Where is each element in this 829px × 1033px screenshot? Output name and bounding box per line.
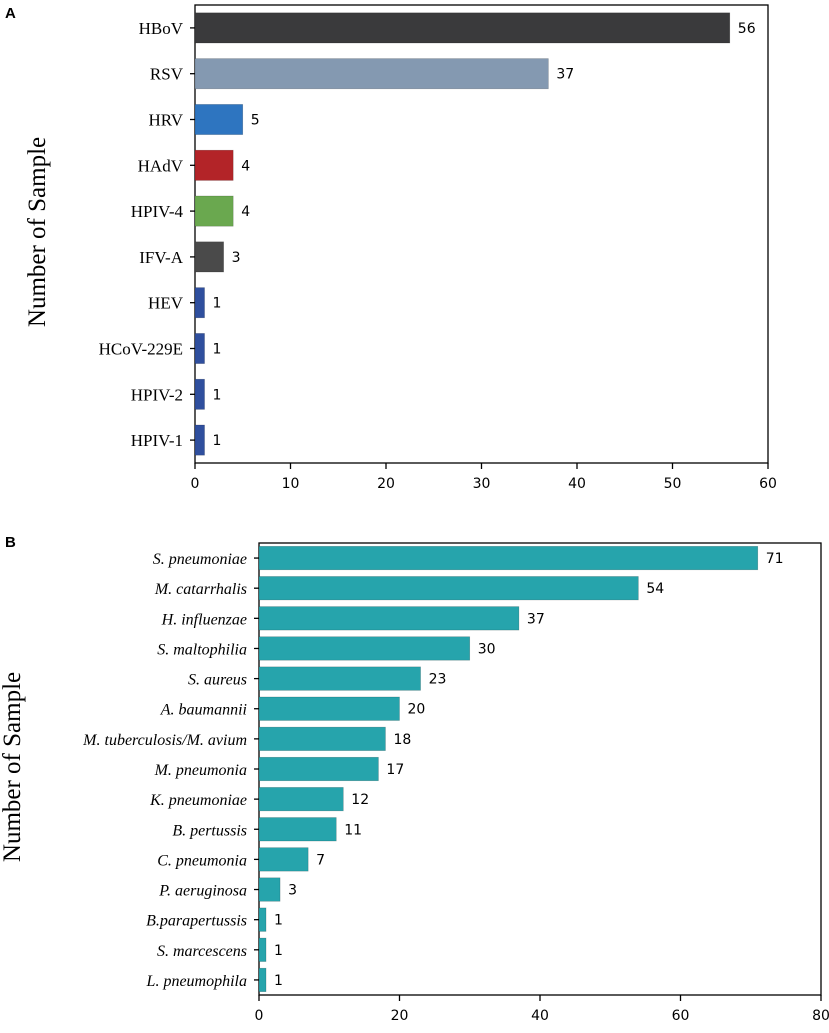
- panel-a-x-tick-label-10: 10: [282, 476, 300, 492]
- panel-a-value-label-hpiv-2: 1: [213, 387, 222, 403]
- panel-a-bar-hpiv-2: [194, 378, 205, 410]
- panel-a-value-label-rsv: 37: [556, 67, 574, 83]
- panel-b-x-tick-label-40: 40: [531, 1008, 549, 1024]
- panel-b-bar-l-pneumophila: [258, 967, 267, 992]
- panel-b-bar-m-pneumonia: [258, 756, 379, 782]
- panel-b-value-label-m-tuberculosis-m-avium: 18: [393, 732, 411, 748]
- panel-a-value-label-hadv: 4: [241, 158, 250, 174]
- panel-b-value-label-m-catarrhalis: 54: [646, 581, 664, 597]
- panel-a-category-label-hcov-229e: HCoV-229E: [99, 340, 183, 359]
- panel-b-x-tick-label-20: 20: [391, 1008, 409, 1024]
- panel-b-bar-s-pneumoniae: [258, 546, 759, 571]
- panel-b-value-label-a-baumannii: 20: [408, 702, 426, 718]
- panel-b-value-label-b-pertussis: 11: [344, 822, 362, 838]
- panel-a-value-label-hcov-229e: 1: [213, 342, 222, 358]
- panel-b-category-label-m-tuberculosis-m-avium: M. tuberculosis/M. avium: [82, 732, 247, 749]
- panel-a-category-label-hpiv-4: HPIV-4: [131, 202, 184, 221]
- panel-b-value-label-s-marcescens: 1: [274, 943, 283, 959]
- panel-b-category-label-k-pneumoniae: K. pneumoniae: [149, 792, 247, 809]
- panel-a-y-axis-label: Number of Sample: [24, 137, 51, 327]
- panel-b-category-label-c-pneumonia: C. pneumonia: [157, 852, 247, 869]
- panel-a-bar-hev: [194, 287, 205, 319]
- panel-a-category-label-hbov: HBoV: [139, 19, 184, 38]
- panel-b-value-label-k-pneumoniae: 12: [351, 792, 369, 808]
- panel-a-value-label-hrv: 5: [251, 113, 260, 129]
- panel-b-bar-s-marcescens: [258, 937, 267, 962]
- panel-b-value-label-m-pneumonia: 17: [386, 762, 404, 778]
- panel-b-value-label-c-pneumonia: 7: [316, 852, 325, 868]
- panel-b-category-label-b-parapertussis: B.parapertussis: [146, 913, 247, 930]
- panel-b-x-tick-label-60: 60: [672, 1008, 690, 1024]
- panel-b-bar-m-catarrhalis: [258, 576, 639, 601]
- panel-a-x-tick-label-40: 40: [568, 476, 586, 492]
- panel-b-category-label-b-pertussis: B. pertussis: [172, 822, 247, 839]
- panel-a-x-tick-label-60: 60: [759, 476, 777, 492]
- panel-a-bar-hpiv-4: [194, 195, 234, 227]
- panel-b-category-label-a-baumannii: A. baumannii: [160, 702, 247, 719]
- panel-a-bar-rsv: [194, 58, 549, 90]
- panel-a-x-tick-label-30: 30: [473, 476, 491, 492]
- panel-b-bar-k-pneumoniae: [258, 787, 344, 812]
- panel-b-value-label-l-pneumophila: 1: [274, 973, 283, 989]
- panel-a-value-label-hpiv-4: 4: [241, 204, 250, 220]
- panel-b-category-label-s-marcescens: S. marcescens: [157, 943, 247, 960]
- panel-a-value-label-ifv-a: 3: [232, 250, 241, 266]
- panel-b-category-label-m-pneumonia: M. pneumonia: [154, 762, 247, 779]
- panel-b-chart: B Number of Sample S. pneumoniae 71M. cat…: [0, 534, 829, 1024]
- panel-a-bar-hcov-229e: [194, 333, 205, 364]
- panel-b-bar-h-influenzae: [258, 606, 520, 631]
- panel-a-value-label-hbov: 56: [738, 21, 756, 37]
- panel-b-category-label-p-aeruginosa: P. aeruginosa: [158, 883, 247, 900]
- panel-a-letter: A: [5, 5, 16, 22]
- panel-b-value-label-b-parapertussis: 1: [274, 913, 283, 929]
- panel-a-x-tick-label-20: 20: [377, 476, 395, 492]
- panel-b-value-label-s-pneumoniae: 71: [766, 551, 784, 567]
- panel-b-category-label-h-influenzae: H. influenzae: [161, 611, 247, 628]
- panel-a-chart: A Number of Sample HBoV 56 RSV 37 HRV 5 HAdV 4 H…: [5, 4, 777, 492]
- panel-b-y-axis-label: Number of Sample: [0, 672, 26, 862]
- panel-a-category-label-ifv-a: IFV-A: [139, 248, 183, 267]
- panel-b-bar-c-pneumonia: [258, 847, 309, 872]
- panel-b-bar-s-maltophilia: [258, 636, 471, 661]
- panel-a-category-label-hadv: HAdV: [138, 156, 184, 175]
- panel-a-bar-hadv: [194, 149, 234, 181]
- panel-a-category-label-hpiv-1: HPIV-1: [131, 431, 183, 450]
- panel-b-letter: B: [5, 534, 16, 551]
- panel-b-bar-b-pertussis: [258, 817, 337, 842]
- panel-b-value-label-h-influenzae: 37: [527, 611, 545, 627]
- panel-b-bar-m-tuberculosis-m-avium: [258, 726, 386, 751]
- panel-a-category-label-hpiv-2: HPIV-2: [131, 385, 183, 404]
- panel-b-x-tick-label-0: 0: [255, 1008, 264, 1024]
- panel-a-bar-ifv-a: [194, 241, 224, 273]
- panel-a-category-label-hrv: HRV: [148, 111, 183, 130]
- panel-b-value-label-s-aureus: 23: [429, 672, 447, 688]
- panel-b-bar-b-parapertussis: [258, 907, 267, 932]
- panel-a-category-label-rsv: RSV: [150, 65, 184, 84]
- panel-b-value-label-p-aeruginosa: 3: [288, 883, 297, 899]
- panel-b-category-label-s-maltophilia: S. maltophilia: [157, 641, 247, 658]
- panel-b-category-label-s-pneumoniae: S. pneumoniae: [153, 551, 247, 568]
- panel-b-bar-p-aeruginosa: [258, 877, 281, 902]
- panel-a-x-tick-label-50: 50: [664, 476, 682, 492]
- panel-a-value-label-hpiv-1: 1: [213, 433, 222, 449]
- panel-b-category-label-l-pneumophila: L. pneumophila: [146, 973, 247, 990]
- panel-a-bar-hbov: [194, 12, 731, 44]
- panel-a-value-label-hev: 1: [213, 296, 222, 312]
- panel-a-bar-hpiv-1: [194, 424, 205, 456]
- panel-a-category-label-hev: HEV: [148, 294, 184, 313]
- panel-a-x-tick-label-0: 0: [191, 476, 200, 492]
- panel-b-x-tick-label-80: 80: [812, 1008, 829, 1024]
- panel-b-bar-s-aureus: [258, 666, 421, 691]
- panel-b-value-label-s-maltophilia: 30: [478, 641, 496, 657]
- panel-b-bar-a-baumannii: [258, 696, 400, 721]
- panel-a-bar-hrv: [194, 104, 244, 135]
- panel-b-category-label-m-catarrhalis: M. catarrhalis: [154, 581, 247, 598]
- panel-b-category-label-s-aureus: S. aureus: [188, 672, 247, 689]
